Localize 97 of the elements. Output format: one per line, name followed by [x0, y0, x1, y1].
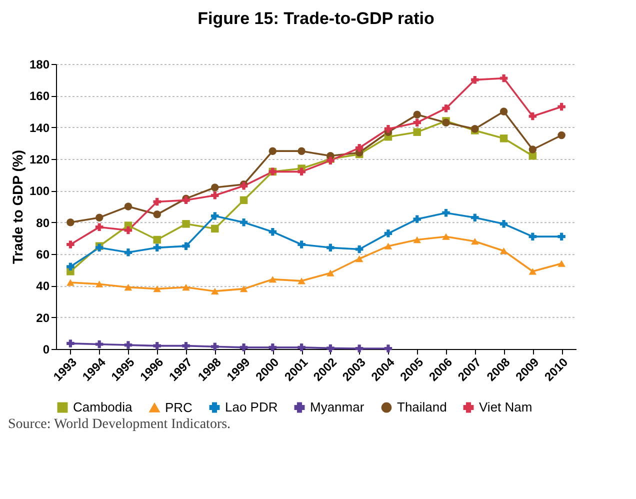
point: [182, 220, 190, 228]
point: [66, 340, 74, 348]
point: [384, 125, 392, 133]
point: [442, 208, 450, 217]
y-tick-label: 20: [36, 310, 50, 325]
point: [558, 102, 566, 111]
point: [153, 210, 161, 218]
y-tick-label: 100: [29, 184, 50, 198]
point: [384, 344, 392, 352]
y-tick-label: 60: [36, 248, 50, 262]
legend-label: Lao PDR: [225, 400, 278, 415]
point: [153, 342, 161, 350]
point: [355, 255, 364, 262]
point: [124, 202, 132, 210]
y-tick-label: 80: [36, 216, 50, 230]
point: [153, 198, 161, 206]
point: [442, 233, 450, 240]
point: [268, 147, 277, 155]
point: [355, 144, 364, 152]
point: [326, 270, 334, 276]
legend-label: Cambodia: [73, 400, 134, 415]
point: [240, 285, 248, 292]
point: [95, 340, 104, 348]
y-tick-label: 40: [36, 279, 50, 294]
point: [471, 76, 479, 84]
y-tick-label: 0: [42, 342, 50, 356]
y-axis-title: Trade to GDP (%): [9, 150, 26, 264]
point: [211, 184, 219, 192]
point: [298, 168, 306, 176]
point: [413, 236, 421, 244]
point: [268, 276, 277, 283]
point: [66, 279, 74, 286]
point: [95, 214, 104, 222]
point: [528, 232, 537, 240]
point: [471, 214, 479, 222]
point: [124, 341, 132, 349]
point: [240, 344, 248, 352]
legend-label: PRC: [165, 400, 192, 415]
point: [240, 218, 248, 226]
point: [66, 218, 74, 226]
point: [413, 118, 421, 126]
point: [500, 74, 508, 82]
point: [211, 288, 219, 295]
point: [413, 110, 421, 119]
point: [124, 248, 132, 256]
point: [211, 224, 219, 233]
point: [326, 244, 334, 252]
point: [211, 192, 219, 200]
point: [124, 226, 132, 234]
point: [298, 147, 306, 155]
point: [384, 242, 392, 250]
point: [66, 240, 74, 248]
point: [211, 342, 219, 350]
point: [153, 236, 161, 244]
point: [153, 244, 161, 252]
legend-label: Myanmar: [310, 400, 365, 415]
point: [500, 247, 508, 254]
y-tick-label: 120: [29, 152, 50, 166]
point: [413, 128, 421, 136]
point: [558, 131, 566, 140]
point: [124, 284, 132, 291]
point: [500, 108, 508, 116]
source-note: Source: World Development Indicators.: [8, 417, 232, 433]
point: [182, 242, 190, 250]
point: [528, 112, 537, 120]
point: [268, 344, 277, 352]
y-tick-label: 160: [29, 89, 50, 104]
point: [182, 342, 190, 350]
point: [153, 285, 161, 292]
point: [471, 238, 479, 245]
point: [384, 230, 392, 238]
point: [558, 232, 566, 240]
point: [355, 344, 364, 352]
point: [528, 268, 537, 275]
point: [182, 284, 190, 291]
point: [66, 262, 74, 271]
point: [95, 223, 104, 231]
point: [442, 104, 450, 112]
point: [95, 280, 104, 288]
point: [298, 240, 306, 248]
point: [528, 146, 537, 154]
point: [355, 245, 364, 254]
y-tick-label: 180: [29, 58, 50, 72]
point: [268, 228, 277, 236]
point: [413, 215, 421, 224]
chart-title: Figure 15: Trade-to-GDP ratio: [198, 9, 434, 28]
legend-label: Viet Nam: [479, 400, 532, 415]
point: [298, 278, 306, 284]
legend-label: Thailand: [397, 400, 447, 415]
point: [211, 212, 219, 220]
point: [298, 344, 306, 352]
point: [500, 134, 508, 142]
point: [240, 196, 248, 204]
point: [558, 260, 566, 267]
point: [326, 344, 334, 352]
y-tick-label: 140: [29, 120, 50, 135]
point: [500, 220, 508, 228]
